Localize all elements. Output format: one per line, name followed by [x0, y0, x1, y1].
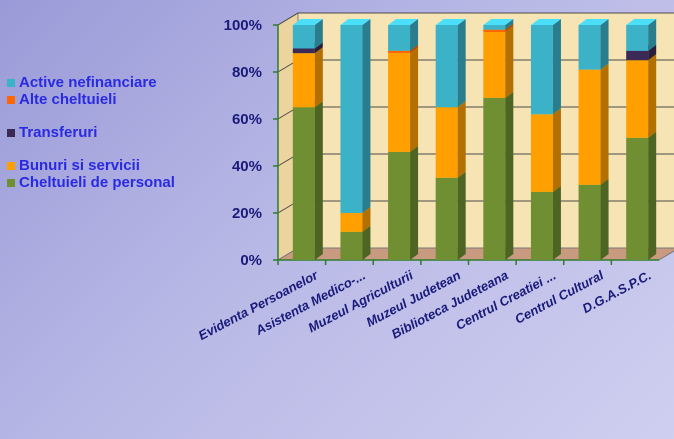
bar-segment-top: [292, 19, 323, 25]
bar-segment: [483, 25, 506, 30]
bar-segment: [483, 97, 506, 260]
bar-segment: [388, 53, 411, 152]
legend-label: Alte cheltuieli: [19, 91, 117, 108]
bar-segment: [530, 25, 553, 115]
bar-segment: [435, 107, 458, 178]
bar-segment: [388, 151, 411, 260]
bar-segment: [626, 50, 649, 61]
bar-segment-side: [648, 19, 657, 51]
bar-segment-side: [410, 19, 419, 51]
legend-swatch: [7, 79, 15, 87]
bar-segment-top: [340, 19, 371, 25]
bar-segment: [626, 25, 649, 51]
bar-segment-side: [410, 145, 419, 260]
y-tick-label: 60%: [232, 111, 262, 128]
bar-segment-side: [362, 19, 371, 213]
bar-segment: [530, 191, 553, 260]
bar-segment-side: [600, 19, 609, 70]
legend-label: Transferuri: [19, 124, 98, 141]
bar-segment: [292, 107, 315, 260]
bar-segment-side: [505, 91, 514, 260]
bar-segment: [483, 32, 506, 98]
bar-segment-side: [457, 171, 466, 260]
bar-segment-top: [530, 19, 561, 25]
bar-segment-side: [314, 101, 323, 260]
floor: [276, 247, 674, 261]
bar-segment-side: [648, 54, 657, 138]
legend-item: Active nefinanciare: [6, 74, 191, 91]
bar-segment: [578, 184, 601, 260]
legend-item: Alte cheltuieli: [6, 91, 191, 108]
bar-segment: [292, 48, 315, 54]
bar-segment-side: [552, 108, 561, 192]
bar-segment-side: [600, 178, 609, 260]
bar-segment-side: [362, 225, 371, 260]
bar-segment: [626, 137, 649, 260]
bar-segment-side: [457, 101, 466, 178]
bar-segment-top: [388, 19, 419, 25]
bar-segment: [483, 29, 506, 33]
bar-segment: [626, 60, 649, 138]
bar-segment-side: [410, 44, 419, 54]
bar-segment: [435, 25, 458, 108]
bar-segment-side: [505, 26, 514, 98]
bar-segment: [388, 50, 411, 54]
y-tick-label: 40%: [232, 158, 262, 175]
bar-segment-side: [314, 19, 323, 49]
bar-segment-side: [648, 131, 657, 260]
y-tick-label: 20%: [232, 205, 262, 222]
legend-label: Cheltuieli de personal: [19, 174, 175, 191]
legend-item: Cheltuieli de personal: [6, 174, 191, 191]
bar-segment-side: [505, 19, 514, 30]
bar-segment-top: [626, 19, 657, 25]
bar-segment: [340, 231, 363, 260]
bar-segment-side: [457, 19, 466, 108]
bar-segment-side: [314, 42, 323, 54]
legend-swatch: [7, 162, 15, 170]
gridline-diagonal: [277, 12, 299, 26]
bar-segment-side: [600, 63, 609, 185]
bar-segment: [530, 114, 553, 192]
bar-segment-side: [648, 44, 657, 61]
bar-segment-side: [552, 185, 561, 260]
bar-segment-top: [435, 19, 466, 25]
legend-item: Bunuri si servicii: [6, 157, 191, 174]
legend-swatch: [7, 129, 15, 137]
bar-segment: [340, 25, 363, 213]
legend-swatch: [7, 96, 15, 104]
bar-segment: [388, 25, 411, 51]
legend-label: Active nefinanciare: [19, 74, 157, 91]
bar-segment: [292, 53, 315, 108]
chart-legend: Active nefinanciare Alte cheltuieli Transf…: [6, 74, 191, 191]
bar-segment: [435, 177, 458, 260]
y-tick-label: 0%: [240, 252, 262, 269]
legend-swatch: [7, 179, 15, 187]
bar-segment-side: [505, 23, 514, 33]
bar-segment: [340, 213, 363, 232]
y-tick-label: 100%: [224, 17, 262, 34]
bar-segment: [292, 25, 315, 49]
bar-segment-top: [578, 19, 609, 25]
bar-segment-side: [410, 47, 419, 152]
y-tick-label: 80%: [232, 64, 262, 81]
bar-segment-side: [314, 47, 323, 108]
bar-segment: [578, 69, 601, 185]
legend-label: Bunuri si servicii: [19, 157, 140, 174]
legend-item: Transferuri: [6, 124, 191, 141]
bar-segment-side: [362, 207, 371, 232]
bar-segment: [578, 25, 601, 70]
bar-segment-top: [483, 19, 514, 25]
bar-segment-side: [552, 19, 561, 115]
